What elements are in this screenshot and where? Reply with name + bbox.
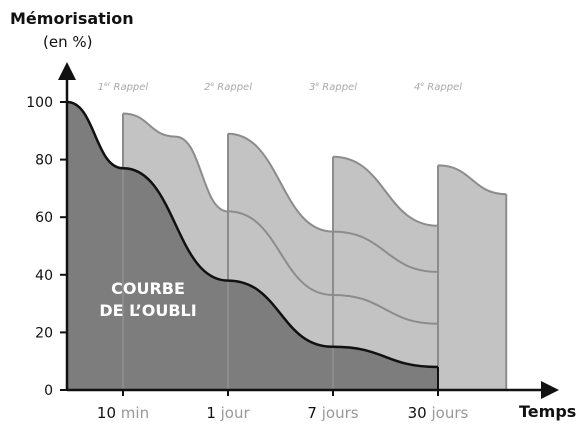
y-tick-label: 80 [35, 153, 53, 169]
forgetting-curve [66, 100, 439, 369]
x-axis-arrow [541, 381, 559, 399]
rappel-curve-1 [122, 112, 439, 325]
rappel-area-4 [438, 165, 507, 390]
forgetting-area [67, 102, 438, 390]
y-tick-label: 40 [35, 268, 53, 284]
x-tick-label: 1 jour [206, 404, 250, 422]
rappel-label-1: 1er Rappel [98, 81, 149, 93]
y-tick-label: 100 [26, 95, 53, 111]
x-tick-label: 30 jours [408, 404, 469, 422]
y-tick-label: 20 [35, 325, 53, 341]
y-axis-title: Mémorisation [10, 9, 134, 28]
annotation-line: DE L’OUBLI [99, 301, 196, 320]
annotation-line: COURBE [111, 279, 185, 298]
y-tick-label: 0 [44, 383, 53, 399]
rappel-area-3 [333, 156, 438, 390]
y-axis-unit: (en %) [43, 33, 93, 51]
y-axis-arrow [58, 62, 76, 80]
rappel-curve-4 [437, 164, 507, 196]
x-axis-title: Temps [519, 402, 577, 421]
rappel-label-3: 3e Rappel [309, 81, 357, 93]
y-tick-label: 60 [35, 210, 53, 226]
rappel-label-4: 4e Rappel [414, 81, 462, 93]
x-tick-label: 10 min [97, 404, 149, 422]
x-tick-label: 7 jours [307, 404, 358, 422]
rappel-label-2: 2e Rappel [204, 81, 252, 93]
rappel-curve-3 [332, 155, 439, 227]
